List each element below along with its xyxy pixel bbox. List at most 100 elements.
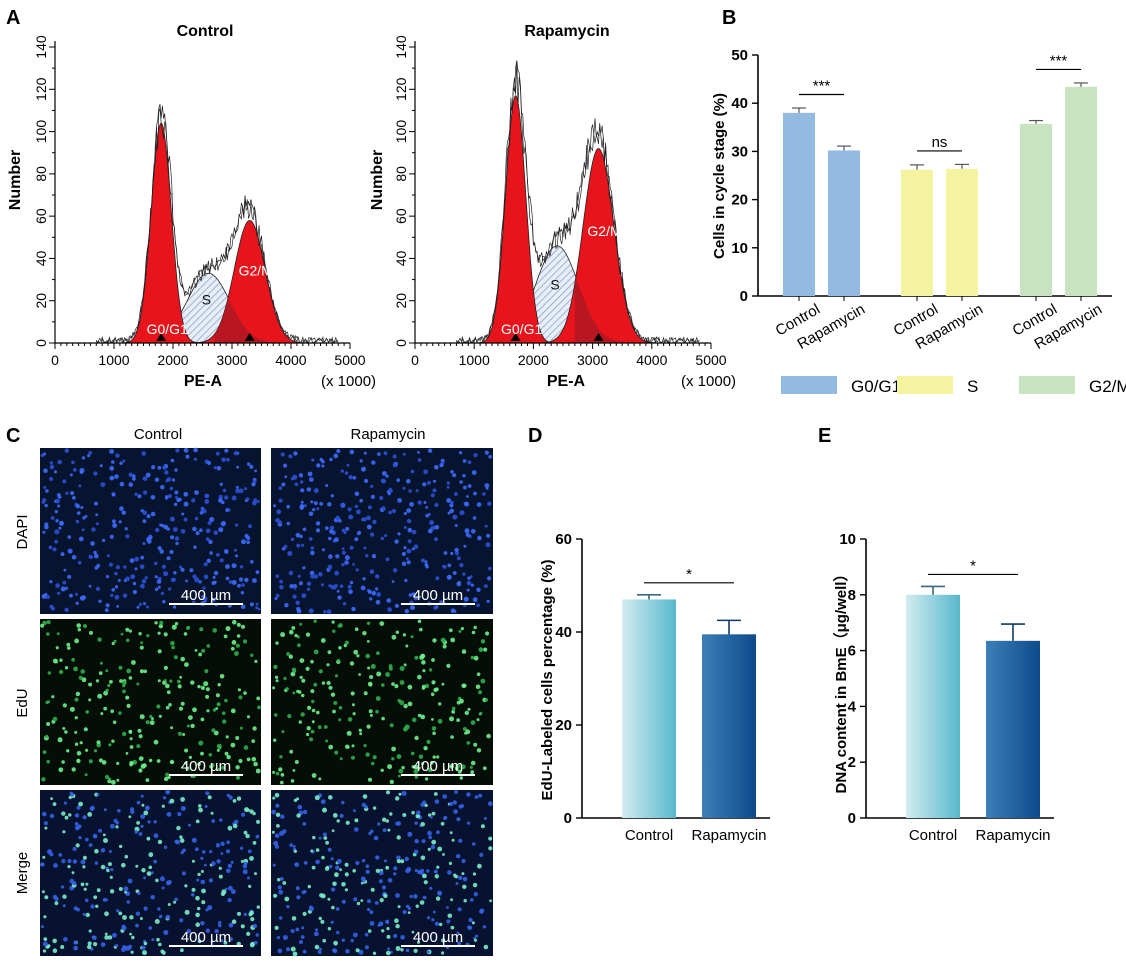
nucleus-dot <box>42 949 47 953</box>
nucleus-dot <box>191 887 196 892</box>
nucleus-dot <box>388 664 393 668</box>
nucleus-dot <box>174 490 179 495</box>
nucleus-dot <box>124 527 128 531</box>
nucleus-dot <box>381 683 385 687</box>
nucleus-dot <box>403 663 407 667</box>
nucleus-dot <box>398 768 404 774</box>
nucleus-dot <box>349 580 354 585</box>
nucleus-dot <box>241 539 246 545</box>
nucleus-dot <box>157 839 163 845</box>
nucleus-dot <box>240 604 246 609</box>
nucleus-dot <box>226 868 231 874</box>
nucleus-dot <box>206 644 211 648</box>
nucleus-dot <box>194 577 200 583</box>
nucleus-dot <box>62 830 66 834</box>
nucleus-dot <box>105 669 109 673</box>
nucleus-dot <box>224 549 229 554</box>
nucleus-dot <box>180 529 186 534</box>
nucleus-dot <box>417 451 420 454</box>
nucleus-dot <box>479 852 484 858</box>
nucleus-dot <box>243 830 248 835</box>
nucleus-dot <box>139 714 145 720</box>
nucleus-dot <box>222 719 227 724</box>
nucleus-dot <box>111 641 115 646</box>
histogram-rapamycin-ylabel: Number <box>369 150 386 210</box>
nucleus-dot <box>336 589 340 593</box>
nucleus-dot <box>420 558 425 563</box>
nucleus-dot <box>115 825 119 829</box>
nucleus-dot <box>275 593 280 598</box>
nucleus-dot <box>382 471 387 476</box>
nucleus-dot <box>486 733 491 739</box>
nucleus-dot <box>431 918 435 922</box>
nucleus-dot <box>234 819 239 824</box>
nucleus-dot <box>61 811 66 816</box>
nucleus-dot <box>325 484 329 487</box>
nucleus-dot <box>170 641 175 646</box>
nucleus-dot <box>376 592 382 597</box>
nucleus-dot <box>173 655 178 660</box>
nucleus-dot <box>41 890 45 894</box>
nucleus-dot <box>381 929 385 933</box>
nucleus-dot <box>208 539 213 545</box>
nucleus-dot <box>450 551 454 556</box>
nucleus-dot <box>211 597 216 602</box>
nucleus-dot <box>272 770 276 774</box>
nucleus-dot <box>449 764 455 769</box>
nucleus-dot <box>410 469 415 474</box>
peak-marker-icon <box>244 333 255 341</box>
nucleus-dot <box>239 726 243 730</box>
nucleus-dot <box>377 822 381 826</box>
nucleus-dot <box>141 451 146 456</box>
nucleus-dot <box>64 448 70 453</box>
nucleus-dot <box>84 773 88 777</box>
micrograph-row-merge: Merge <box>14 852 31 895</box>
nucleus-dot <box>61 885 65 889</box>
nucleus-dot <box>351 703 355 707</box>
nucleus-dot <box>407 527 413 533</box>
nucleus-dot <box>432 638 437 643</box>
nucleus-dot <box>333 453 339 459</box>
nucleus-dot <box>218 527 224 533</box>
y-tick-label: 20 <box>393 293 409 309</box>
nucleus-dot <box>107 862 112 867</box>
nucleus-dot <box>395 893 400 898</box>
nucleus-dot <box>417 619 422 624</box>
nucleus-dot <box>154 587 159 591</box>
g0g1-peak-fill <box>474 95 556 344</box>
nucleus-dot <box>184 909 190 915</box>
nucleus-dot <box>93 553 99 559</box>
nucleus-dot <box>436 755 440 759</box>
nucleus-dot <box>321 855 325 860</box>
nucleus-dot <box>64 730 68 734</box>
nucleus-dot <box>408 489 412 493</box>
nucleus-dot <box>169 550 174 554</box>
nucleus-dot <box>422 895 427 900</box>
nucleus-dot <box>143 810 149 816</box>
nucleus-dot <box>118 887 123 891</box>
nucleus-dot <box>457 941 462 946</box>
nucleus-dot <box>380 478 385 483</box>
nucleus-dot <box>198 804 202 808</box>
nucleus-dot <box>387 607 392 612</box>
nucleus-dot <box>431 680 436 685</box>
nucleus-dot <box>253 761 258 767</box>
nucleus-dot <box>371 460 376 465</box>
nucleus-dot <box>97 693 103 699</box>
nucleus-dot <box>365 864 370 868</box>
nucleus-dot <box>409 501 414 507</box>
nucleus-dot <box>82 912 86 916</box>
nucleus-dot <box>134 830 139 834</box>
nucleus-dot <box>111 588 115 592</box>
nucleus-dot <box>236 775 240 780</box>
nucleus-dot <box>93 834 98 839</box>
nucleus-dot <box>296 895 301 900</box>
nucleus-dot <box>451 838 455 842</box>
y-tick-label: 0 <box>740 288 748 305</box>
nucleus-dot <box>179 918 184 923</box>
nucleus-dot <box>146 605 149 609</box>
nucleus-dot <box>163 632 168 637</box>
nucleus-dot <box>340 469 344 473</box>
nucleus-dot <box>323 725 328 729</box>
nucleus-dot <box>153 833 159 839</box>
